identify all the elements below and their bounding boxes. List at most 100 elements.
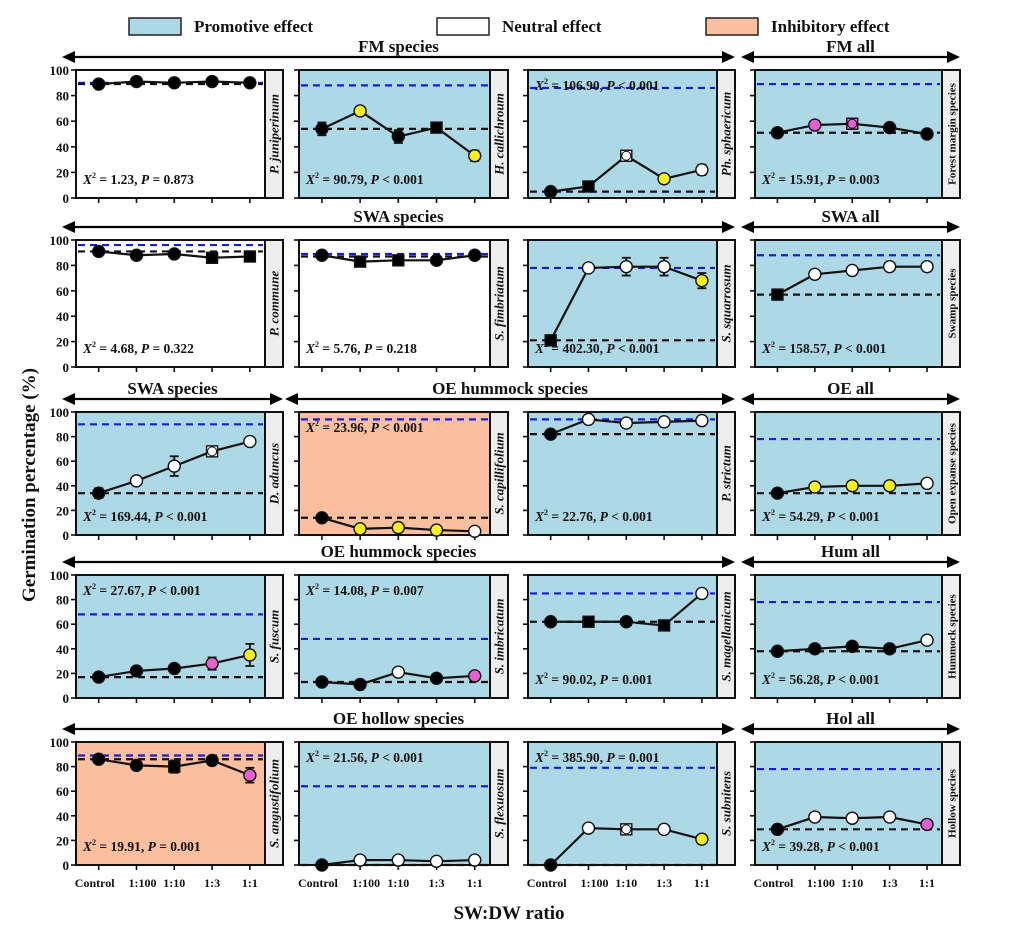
panel-background xyxy=(755,70,942,198)
data-point xyxy=(771,288,784,301)
y-tick-label: 60 xyxy=(56,454,69,469)
data-point xyxy=(129,758,144,773)
panel-forest-margin-species: Forest margin species X2 = 15.91, P = 0.0… xyxy=(750,69,961,203)
data-point xyxy=(91,670,106,684)
species-label: Swamp species xyxy=(947,268,959,339)
panel-background xyxy=(528,70,717,198)
panel-background xyxy=(76,240,265,367)
stat-annotation: X2 = 22.76, P < 0.001 xyxy=(534,508,653,524)
species-label: Open expanse species xyxy=(947,422,959,524)
data-point xyxy=(315,511,329,525)
section-header-label: OE hummock species xyxy=(432,379,588,398)
data-point xyxy=(129,474,144,488)
data-point xyxy=(845,479,859,493)
section-header-label: Hum all xyxy=(821,542,880,561)
data-point-inner xyxy=(621,150,632,161)
data-point xyxy=(167,76,181,90)
panel-h-callichroum: H. callichroum X2 = 90.79, P < 0.001 xyxy=(294,69,509,203)
data-point xyxy=(770,486,785,500)
x-tick-label: 1:100 xyxy=(580,876,608,890)
panel-s-flexuosum: S. flexuosum Control 1:100 1:10 1:3 1:1 X2 = 2… xyxy=(294,741,509,890)
section-header-label: FM all xyxy=(826,37,875,56)
data-point xyxy=(582,615,595,628)
stat-annotation: X2 = 90.02, P = 0.001 xyxy=(534,671,653,687)
y-tick-label: 100 xyxy=(50,735,70,750)
data-point xyxy=(920,127,934,141)
plot-frame xyxy=(754,239,943,368)
arrow-right-icon xyxy=(270,393,283,405)
arrow-left-icon xyxy=(741,723,754,735)
x-tick-label: 1:100 xyxy=(352,876,380,890)
panel-background xyxy=(755,240,942,367)
species-label: D. aduncus xyxy=(267,443,282,505)
species-label: S. flexuosum xyxy=(492,768,507,838)
data-point xyxy=(167,661,181,676)
panel-s-squarrosum: S. squarrosum X2 = 402.30, P < 0.001 xyxy=(523,239,736,372)
data-point xyxy=(543,427,558,441)
data-point xyxy=(391,665,406,679)
panel-s-fimbriatum: S. fimbriatum X2 = 5.76, P = 0.218 xyxy=(294,239,509,372)
species-label: S. subnitens xyxy=(719,771,734,836)
data-point-inner xyxy=(621,824,632,835)
section-header: OE hummock species xyxy=(285,379,735,405)
data-point xyxy=(581,261,596,275)
panel-s-magellanicum: S. magellanicum X2 = 90.02, P = 0.001 xyxy=(523,574,736,703)
data-point xyxy=(129,248,144,262)
data-point xyxy=(430,121,443,134)
x-tick-label: 1:10 xyxy=(841,876,863,890)
legend-label-neutral: Neutral effect xyxy=(502,17,602,36)
panel-s-subnitens: S. subnitens Control 1:100 1:10 1:3 1:1 X2 = 3… xyxy=(523,741,736,890)
species-label: H. callichroum xyxy=(492,93,507,176)
section-header-label: SWA species xyxy=(127,379,218,398)
plot-frame xyxy=(754,741,943,866)
section-header: SWA species xyxy=(62,379,283,405)
data-point xyxy=(468,149,482,163)
panel-s-imbricatum: S. imbricatum X2 = 14.08, P = 0.007 xyxy=(294,574,509,703)
data-point xyxy=(205,753,219,768)
section-header: Hol all xyxy=(741,709,960,735)
panel-open-expanse-species: Open expanse species X2 = 54.29, P < 0.00… xyxy=(750,411,961,540)
panel-background xyxy=(755,742,942,865)
data-point xyxy=(91,244,106,259)
data-point xyxy=(581,821,596,835)
panel-s-angustifolium: S. angustifolium 0 20 40 60 80 100 Control 1:100… xyxy=(50,735,284,890)
x-tick-label: 1:1 xyxy=(694,876,710,890)
x-tick-label: Control xyxy=(754,876,794,890)
panel-background xyxy=(76,70,265,198)
stat-annotation: X2 = 5.76, P = 0.218 xyxy=(305,340,417,356)
y-tick-label: 40 xyxy=(56,809,69,824)
data-point xyxy=(91,752,106,766)
y-tick-label: 20 xyxy=(56,335,69,350)
section-header: SWA all xyxy=(741,207,960,233)
data-point xyxy=(468,524,482,539)
stat-annotation: X2 = 90.79, P < 0.001 xyxy=(305,171,424,187)
data-point xyxy=(91,77,106,91)
stat-annotation: X2 = 19.91, P = 0.001 xyxy=(82,838,201,854)
data-point xyxy=(353,522,367,536)
data-point xyxy=(168,760,181,773)
section-header-label: OE all xyxy=(827,379,874,398)
arrow-left-icon xyxy=(62,556,75,568)
y-tick-label: 0 xyxy=(63,191,70,206)
arrow-left-icon xyxy=(62,393,75,405)
data-point xyxy=(429,854,444,869)
legend-item-inhibitory: Inhibitory effect xyxy=(705,17,890,36)
legend-swatch-neutral xyxy=(436,17,490,36)
data-point xyxy=(544,334,557,347)
panel-background xyxy=(528,575,717,698)
y-tick-label: 40 xyxy=(56,309,69,324)
stat-annotation: X2 = 39.28, P < 0.001 xyxy=(761,838,880,854)
section-header: OE all xyxy=(741,379,960,405)
data-point xyxy=(429,253,444,268)
panel-hummock-species: Hummock species X2 = 56.28, P < 0.001 xyxy=(750,574,961,703)
x-tick-label: Control xyxy=(527,876,567,890)
data-point xyxy=(315,122,329,136)
data-point xyxy=(695,832,709,846)
stat-annotation: X2 = 169.44, P < 0.001 xyxy=(82,508,208,524)
y-tick-label: 20 xyxy=(56,165,69,180)
x-tick-label: Control xyxy=(75,876,115,890)
species-label: S. imbricatum xyxy=(492,599,507,675)
data-point xyxy=(619,259,633,274)
species-label: S. magellanicum xyxy=(719,591,734,681)
x-tick-label: 1:10 xyxy=(387,876,409,890)
